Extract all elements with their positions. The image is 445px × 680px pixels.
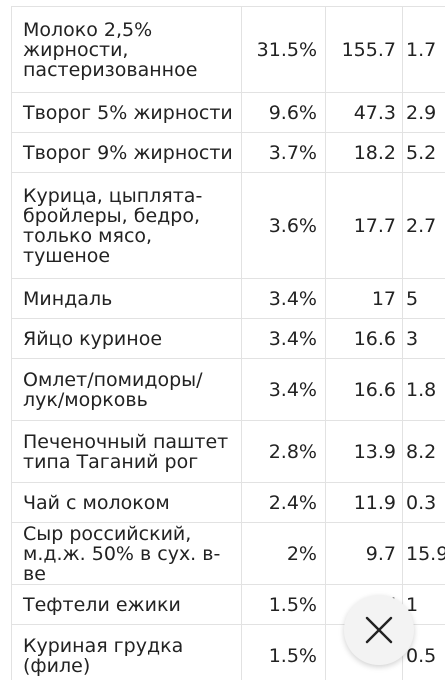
- food-name-cell: Чай с молоком: [11, 482, 242, 523]
- food-name-line: Тефтели ежики: [23, 593, 181, 616]
- kcal-cell: 17: [325, 278, 403, 319]
- kcal-cell: 13.9: [325, 420, 403, 483]
- extra-value-cell: 15.9: [402, 522, 445, 585]
- kcal-cell: 16.6: [325, 358, 403, 421]
- extra-value-cell: 5: [402, 278, 445, 319]
- food-name-cell: Курица, цыплята-бройлеры, бедро, только м…: [11, 172, 242, 279]
- percent-cell: 31.5%: [241, 6, 326, 93]
- table-row: Миндаль 3.4% 17 5: [11, 278, 445, 319]
- extra-value-cell: 1.8: [402, 358, 445, 421]
- table-row: Печеночный паштет типа Таганий рог 2.8% 13.…: [11, 420, 445, 483]
- percent-cell: 3.7%: [241, 132, 326, 173]
- food-name-line: Творог 9% жирности: [23, 141, 233, 164]
- percent-cell: 2%: [241, 522, 326, 585]
- kcal-cell: 11.9: [325, 482, 403, 523]
- food-name-line: (филе): [23, 654, 91, 677]
- food-name-line: м.д.ж. 50% в сух. в-ве: [23, 542, 221, 585]
- food-name-line: только мясо,: [23, 224, 153, 247]
- food-name-cell: Молоко 2,5% жирности, пастеризованное: [11, 6, 242, 93]
- kcal-cell: 9.7: [325, 522, 403, 585]
- food-name-cell: Омлет/помидоры/лук/морковь: [11, 358, 242, 421]
- food-name-cell: Тефтели ежики: [11, 584, 242, 625]
- percent-cell: 1.5%: [241, 584, 326, 625]
- table-row: Чай с молоком 2.4% 11.9 0.3: [11, 482, 445, 523]
- extra-value-cell: 1.7: [402, 6, 445, 93]
- kcal-cell: 47.3: [325, 92, 403, 133]
- table-row: Творог 9% жирности 3.7% 18.2 5.2: [11, 132, 445, 173]
- food-name-line: жирности,: [23, 38, 129, 61]
- food-name-line: Молоко 2,5%: [23, 18, 153, 41]
- food-name-cell: Сыр российский, м.д.ж. 50% в сух. в-ве: [11, 522, 242, 585]
- table-row: Молоко 2,5% жирности, пастеризованное 31.5%…: [11, 6, 445, 93]
- food-name-cell: Миндаль: [11, 278, 242, 319]
- table-row: Творог 5% жирности 9.6% 47.3 2.9: [11, 92, 445, 133]
- food-name-line: Сыр российский,: [23, 522, 192, 545]
- percent-cell: 2.4%: [241, 482, 326, 523]
- food-name-line: Миндаль: [23, 287, 113, 310]
- food-name-cell: Печеночный паштет типа Таганий рог: [11, 420, 242, 483]
- food-name-line: Печеночный паштет: [23, 430, 229, 453]
- extra-value-cell: 2.9: [402, 92, 445, 133]
- kcal-cell: 155.7: [325, 6, 403, 93]
- table-body: Молоко 2,5% жирности, пастеризованное 31.5%…: [11, 6, 445, 680]
- food-name-cell: Куриная грудка (филе): [11, 624, 242, 680]
- close-icon: [365, 616, 393, 644]
- food-name-line: Курица, цыплята-: [23, 184, 203, 207]
- table-row: Яйцо куриное 3.4% 16.6 3: [11, 318, 445, 359]
- food-name-line: лук/морковь: [23, 388, 148, 411]
- percent-cell: 9.6%: [241, 92, 326, 133]
- percent-cell: 2.8%: [241, 420, 326, 483]
- food-name-line: пастеризованное: [23, 58, 198, 81]
- food-name-line: Чай с молоком: [23, 491, 170, 514]
- extra-value-cell: 1: [402, 584, 445, 625]
- percent-cell: 1.5%: [241, 624, 326, 680]
- close-button[interactable]: [344, 595, 414, 665]
- kcal-cell: 17.7: [325, 172, 403, 279]
- food-name-line: бройлеры, бедро,: [23, 204, 200, 227]
- food-name-line: Яйцо куриное: [23, 327, 163, 350]
- kcal-cell: 18.2: [325, 132, 403, 173]
- food-name-line: Куриная грудка: [23, 634, 184, 657]
- percent-cell: 3.4%: [241, 358, 326, 421]
- kcal-cell: 16.6: [325, 318, 403, 359]
- extra-value-cell: 8.2: [402, 420, 445, 483]
- extra-value-cell: 2.7: [402, 172, 445, 279]
- table-row: Омлет/помидоры/лук/морковь 3.4% 16.6 1.8: [11, 358, 445, 421]
- food-name-line: тушеное: [23, 244, 111, 267]
- percent-cell: 3.6%: [241, 172, 326, 279]
- food-name-cell: Творог 5% жирности: [11, 92, 242, 133]
- extra-value-cell: 5.2: [402, 132, 445, 173]
- extra-value-cell: 0.3: [402, 482, 445, 523]
- extra-value-cell: 3: [402, 318, 445, 359]
- percent-cell: 3.4%: [241, 318, 326, 359]
- table-row: Курица, цыплята-бройлеры, бедро, только м…: [11, 172, 445, 279]
- nutrition-table: Молоко 2,5% жирности, пастеризованное 31.5%…: [11, 6, 445, 680]
- percent-cell: 3.4%: [241, 278, 326, 319]
- food-name-cell: Яйцо куриное: [11, 318, 242, 359]
- food-name-cell: Творог 9% жирности: [11, 132, 242, 173]
- food-name-line: Омлет/помидоры/: [23, 368, 203, 391]
- food-name-line: Творог 5% жирности: [23, 101, 233, 124]
- table-row: Сыр российский, м.д.ж. 50% в сух. в-ве 2% 9…: [11, 522, 445, 585]
- food-name-line: типа Таганий рог: [23, 450, 199, 473]
